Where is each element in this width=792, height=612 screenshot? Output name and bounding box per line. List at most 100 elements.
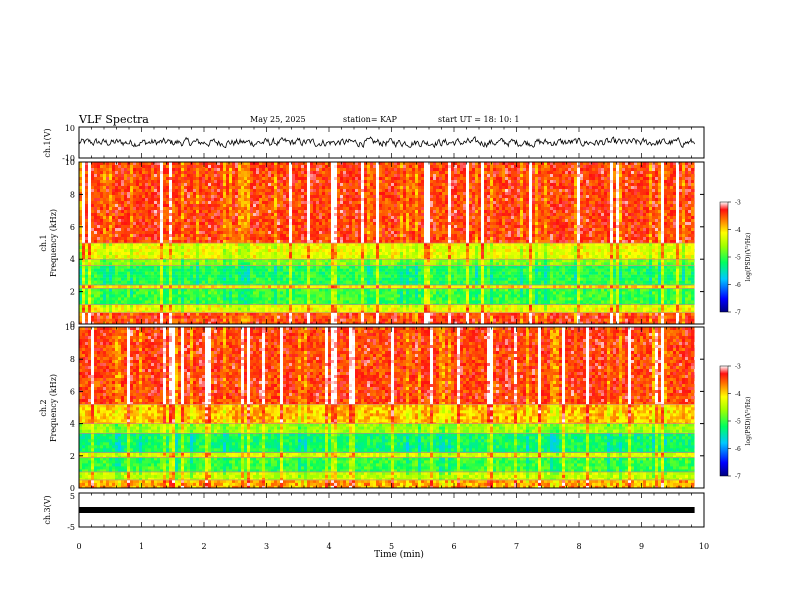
spectrogram-cell <box>538 291 542 295</box>
spectrogram-cell <box>217 262 221 266</box>
spectrogram-cell <box>592 288 596 292</box>
spectrogram-cell <box>190 297 194 301</box>
spectrogram-cell <box>391 321 395 325</box>
spectrogram-cell <box>358 318 362 322</box>
spectrogram-cell <box>673 300 677 304</box>
spectrogram-cell <box>685 300 689 304</box>
spectrogram-cell <box>202 277 206 281</box>
spectrogram-cell <box>196 318 200 322</box>
spectrogram-cell <box>517 259 521 263</box>
spectrogram-cell <box>403 300 407 304</box>
spectrogram-cell <box>106 271 110 275</box>
spectrogram-cell <box>187 268 191 272</box>
spectrogram-cell <box>226 291 230 295</box>
spectrogram-cell <box>379 294 383 298</box>
spectrogram-cell <box>169 318 173 322</box>
spectrogram-cell <box>193 283 197 286</box>
spectrogram-cell <box>589 300 593 304</box>
spectrogram-cell <box>250 307 254 311</box>
spectrogram-cell <box>124 288 128 292</box>
spectrogram-cell <box>103 280 107 284</box>
spectrogram-cell <box>355 274 359 278</box>
spectrogram-cell <box>643 294 647 298</box>
spectrogram-cell <box>367 297 371 301</box>
spectrogram-cell <box>223 274 227 278</box>
spectrogram-cell <box>211 262 215 266</box>
spectrogram-cell <box>517 285 521 289</box>
spectrogram-cell <box>106 304 110 308</box>
spectrogram-cell <box>226 300 230 304</box>
spectrogram-cell <box>130 310 134 313</box>
spectrogram-cell <box>658 288 662 292</box>
spectrogram-cell <box>574 307 578 311</box>
spectrogram-cell <box>127 294 131 298</box>
spectrogram-cell <box>670 291 674 295</box>
spectrogram-cell <box>199 277 203 281</box>
spectrogram-cell <box>445 277 449 281</box>
spectrogram-cell <box>343 283 347 286</box>
spectrogram-cell <box>562 268 566 272</box>
spectrogram-cell <box>190 312 194 316</box>
spectrogram-cell <box>88 307 92 311</box>
spectrogram-cell <box>502 274 506 278</box>
spectrogram-cell <box>589 315 593 319</box>
spectrogram-cell <box>388 280 392 284</box>
spectrogram-cell <box>322 297 326 301</box>
spectrogram-cell <box>235 300 239 304</box>
spectrogram-cell <box>580 291 584 295</box>
spectrogram-cell <box>175 303 179 305</box>
spectrogram-cell <box>577 297 581 301</box>
spectrogram-cell <box>382 283 386 286</box>
spectrogram-cell <box>448 304 452 308</box>
spectrogram-cell <box>328 277 332 281</box>
spectrogram-cell <box>250 310 254 313</box>
spectrogram-cell <box>181 300 185 304</box>
spectrogram-cell <box>277 312 281 316</box>
spectrogram-cell <box>643 300 647 304</box>
spectrogram-cell <box>469 294 473 298</box>
spectrogram-cell <box>202 259 206 263</box>
spectrogram-cell <box>619 291 623 295</box>
spectrogram-cell <box>379 318 383 322</box>
spectrogram-cell <box>196 262 200 266</box>
spectrogram-cell <box>199 288 203 292</box>
spectrogram-cell <box>187 294 191 298</box>
spectrogram-cell <box>91 291 95 295</box>
spectrogram-cell <box>526 291 530 295</box>
spectrogram-cell <box>433 291 437 295</box>
spectrogram-cell <box>532 288 536 292</box>
spectrogram-cell <box>97 291 101 295</box>
spectrogram-cell <box>655 312 659 316</box>
spectrogram-cell <box>274 283 278 286</box>
spectrogram-cell <box>118 304 122 308</box>
spectrogram-cell <box>124 312 128 316</box>
spectrogram-cell <box>187 315 191 319</box>
spectrogram-cell <box>436 321 440 325</box>
spectrogram-cell <box>277 291 281 295</box>
spectrogram-cell <box>316 303 320 305</box>
spectrogram-cell <box>415 291 419 295</box>
spectrogram-cell <box>604 277 608 281</box>
spectrogram-cell <box>379 312 383 316</box>
spectrogram-cell <box>313 304 317 308</box>
spectrogram-cell <box>640 315 644 319</box>
spectrogram-cell <box>553 303 557 305</box>
spectrogram-cell <box>136 271 140 275</box>
spectrogram-cell <box>145 274 149 278</box>
spectrogram-cell <box>403 265 407 269</box>
spectrogram-cell <box>472 280 476 284</box>
spectrogram-cell <box>115 268 119 272</box>
spectrogram-cell <box>196 274 200 278</box>
spectrogram-cell <box>583 297 587 301</box>
spectrogram-cell <box>346 321 350 325</box>
spectrogram-cell <box>430 283 434 286</box>
spectrogram-cell <box>223 283 227 286</box>
spectrogram-cell <box>178 271 182 275</box>
spectrogram-cell <box>601 307 605 311</box>
spectrogram-cell <box>685 294 689 298</box>
spectrogram-cell <box>625 280 629 284</box>
spectrogram-cell <box>232 285 236 289</box>
spectrogram-cell <box>214 283 218 286</box>
spectrogram-cell <box>436 280 440 284</box>
spectrogram-cell <box>253 262 257 266</box>
